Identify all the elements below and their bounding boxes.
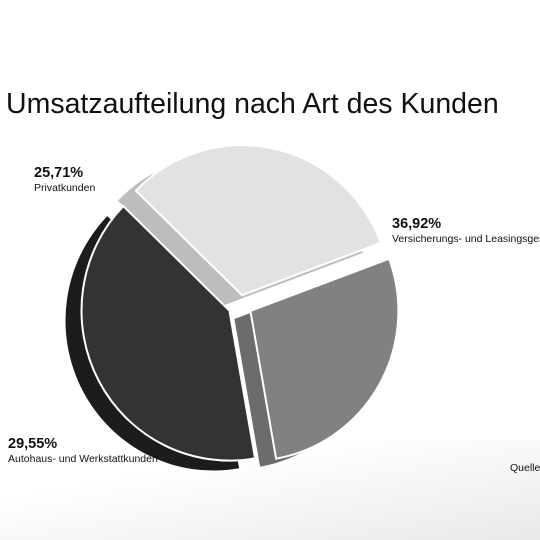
source-label: Quelle <box>510 462 540 474</box>
slice-versicherung <box>80 204 257 462</box>
value-label-autohaus: 29,55% <box>8 436 58 452</box>
label-autohaus: 29,55% Autohaus- und Werkstattkunden <box>8 436 158 466</box>
slice-privatkunden <box>249 257 400 460</box>
label-privatkunden: 25,71% Privatkunden <box>34 165 95 195</box>
category-label-privatkunden: Privatkunden <box>34 182 96 194</box>
category-label-autohaus: Autohaus- und Werkstattkunden <box>8 453 158 465</box>
slice-autohaus <box>134 144 383 297</box>
category-label-versicherung: Versicherungs- und Leasingsgesel <box>392 233 540 245</box>
chart-title: Umsatzaufteilung nach Art des Kunden <box>6 88 499 120</box>
value-label-privatkunden: 25,71% <box>34 165 84 181</box>
value-label-versicherung: 36,92% <box>392 216 442 232</box>
label-versicherung: 36,92% Versicherungs- und Leasingsgesel <box>392 216 540 246</box>
